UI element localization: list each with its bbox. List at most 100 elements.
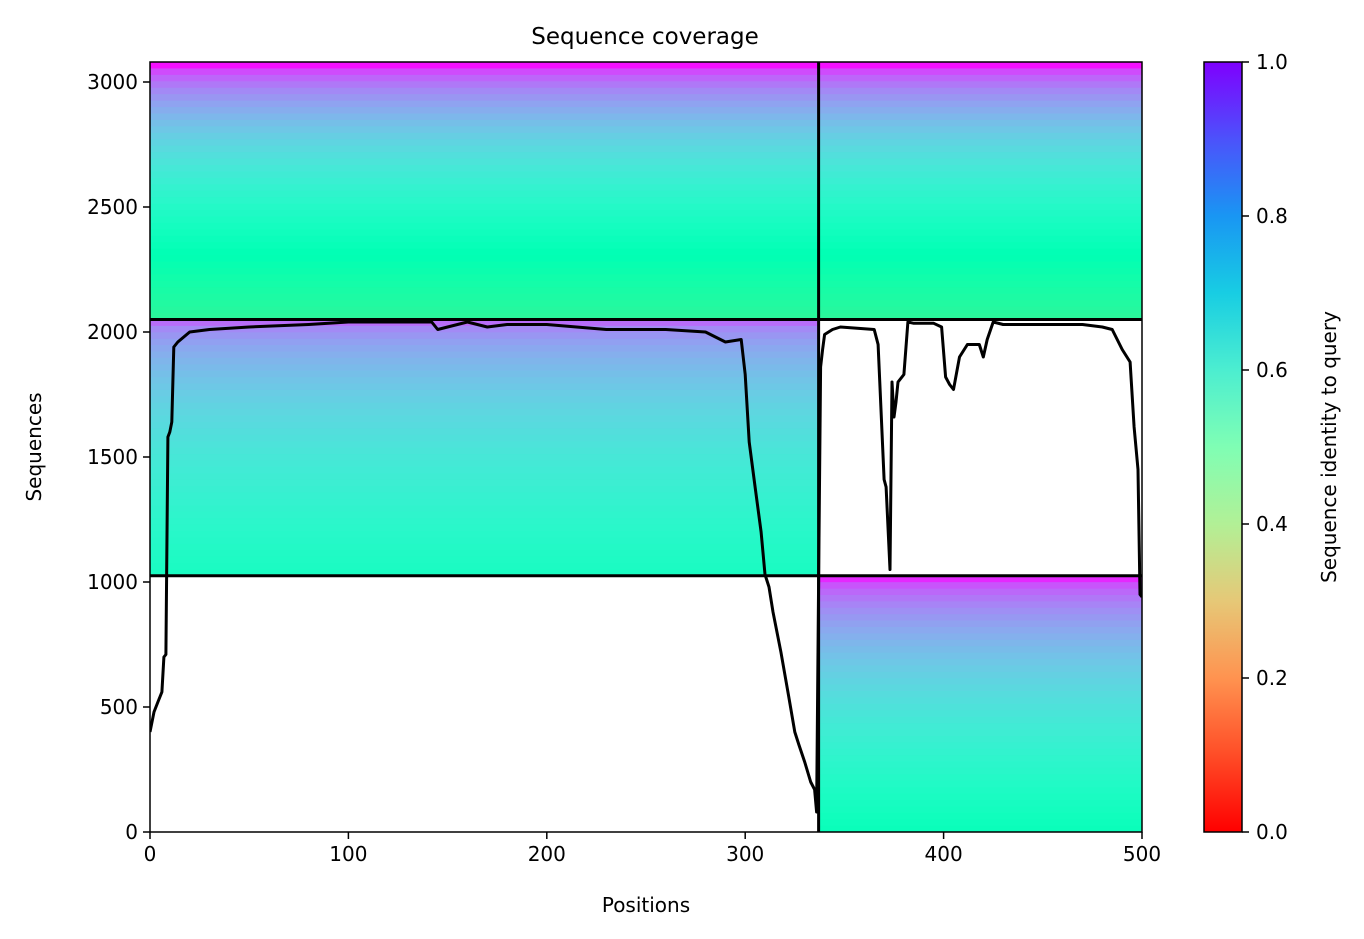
msa-band bbox=[818, 607, 1142, 615]
msa-band bbox=[818, 132, 1142, 140]
msa-band bbox=[818, 793, 1142, 801]
msa-band bbox=[150, 562, 819, 570]
colorbar-tick-label: 0.2 bbox=[1256, 666, 1288, 690]
msa-band bbox=[150, 119, 819, 127]
msa-band bbox=[150, 190, 819, 198]
msa-band bbox=[150, 524, 819, 532]
msa-band bbox=[150, 280, 819, 288]
msa-band bbox=[150, 107, 819, 115]
msa-band bbox=[150, 203, 819, 211]
x-axis-ticks: 0 100 200 300 400 500 bbox=[144, 832, 1161, 866]
msa-band bbox=[818, 614, 1142, 622]
msa-band bbox=[818, 107, 1142, 115]
msa-band bbox=[818, 190, 1142, 198]
msa-block-paired-chain-2 bbox=[818, 62, 1142, 321]
msa-band bbox=[818, 68, 1142, 76]
y-axis-label: Sequences bbox=[22, 392, 46, 501]
msa-band bbox=[150, 473, 819, 481]
msa-band bbox=[818, 659, 1142, 667]
msa-band bbox=[150, 139, 819, 147]
msa-band bbox=[150, 242, 819, 250]
msa-band bbox=[150, 402, 819, 410]
msa-band bbox=[818, 119, 1142, 127]
msa-block-chain-1-only bbox=[150, 319, 819, 577]
x-tick-label: 0 bbox=[144, 842, 157, 866]
x-tick-label: 200 bbox=[528, 842, 566, 866]
msa-band bbox=[150, 62, 819, 70]
msa-band bbox=[150, 210, 819, 218]
msa-band bbox=[150, 396, 819, 404]
msa-band bbox=[818, 197, 1142, 205]
msa-band bbox=[150, 332, 819, 340]
msa-band bbox=[818, 819, 1142, 827]
x-tick-label: 300 bbox=[726, 842, 764, 866]
x-tick-label: 100 bbox=[329, 842, 367, 866]
msa-band bbox=[150, 261, 819, 269]
msa-band bbox=[818, 806, 1142, 814]
msa-band bbox=[818, 280, 1142, 288]
x-tick-label: 500 bbox=[1123, 842, 1161, 866]
msa-band bbox=[818, 313, 1142, 321]
msa-band bbox=[818, 761, 1142, 769]
msa-band bbox=[818, 716, 1142, 724]
msa-band bbox=[150, 255, 819, 263]
msa-band bbox=[818, 735, 1142, 743]
msa-band bbox=[150, 422, 819, 430]
msa-band bbox=[150, 486, 819, 494]
msa-band bbox=[150, 428, 819, 436]
colorbar-tick-label: 0.6 bbox=[1256, 358, 1288, 382]
msa-band bbox=[818, 158, 1142, 166]
msa-band bbox=[150, 319, 819, 327]
msa-band bbox=[150, 447, 819, 455]
msa-band bbox=[150, 132, 819, 140]
msa-band bbox=[818, 646, 1142, 654]
msa-band bbox=[150, 511, 819, 519]
msa-band bbox=[818, 825, 1142, 832]
msa-band bbox=[150, 126, 819, 134]
msa-band bbox=[150, 556, 819, 564]
msa-band bbox=[818, 627, 1142, 635]
msa-band bbox=[150, 171, 819, 179]
msa-band bbox=[150, 87, 819, 95]
msa-band bbox=[818, 268, 1142, 276]
msa-band bbox=[818, 684, 1142, 692]
msa-band bbox=[818, 812, 1142, 820]
msa-band bbox=[818, 582, 1142, 590]
msa-band bbox=[150, 184, 819, 192]
msa-band bbox=[818, 171, 1142, 179]
msa-band bbox=[150, 441, 819, 449]
msa-band bbox=[150, 415, 819, 423]
msa-band bbox=[818, 62, 1142, 70]
msa-band bbox=[818, 703, 1142, 711]
msa-band bbox=[818, 293, 1142, 301]
msa-band bbox=[150, 364, 819, 372]
msa-band bbox=[818, 697, 1142, 705]
msa-band bbox=[150, 74, 819, 82]
msa-band bbox=[818, 588, 1142, 596]
msa-band bbox=[818, 229, 1142, 237]
msa-band bbox=[818, 729, 1142, 737]
msa-band bbox=[150, 197, 819, 205]
msa-band bbox=[818, 300, 1142, 308]
y-tick-label: 2500 bbox=[87, 195, 138, 219]
coverage-line bbox=[150, 320, 1142, 814]
msa-band bbox=[150, 460, 819, 468]
msa-band bbox=[150, 235, 819, 243]
msa-band bbox=[150, 389, 819, 397]
msa-band bbox=[150, 100, 819, 108]
msa-band bbox=[818, 652, 1142, 660]
msa-band bbox=[818, 100, 1142, 108]
msa-band bbox=[150, 287, 819, 295]
msa-band bbox=[818, 306, 1142, 314]
msa-band bbox=[150, 518, 819, 526]
msa-band bbox=[818, 94, 1142, 102]
msa-band bbox=[150, 274, 819, 282]
plot-frame bbox=[149, 61, 1143, 833]
msa-band bbox=[818, 274, 1142, 282]
msa-band bbox=[818, 184, 1142, 192]
msa-band bbox=[150, 94, 819, 102]
msa-band bbox=[818, 222, 1142, 230]
msa-band bbox=[818, 799, 1142, 807]
colorbar-label: Sequence identity to query bbox=[1317, 311, 1341, 583]
msa-band bbox=[150, 377, 819, 385]
